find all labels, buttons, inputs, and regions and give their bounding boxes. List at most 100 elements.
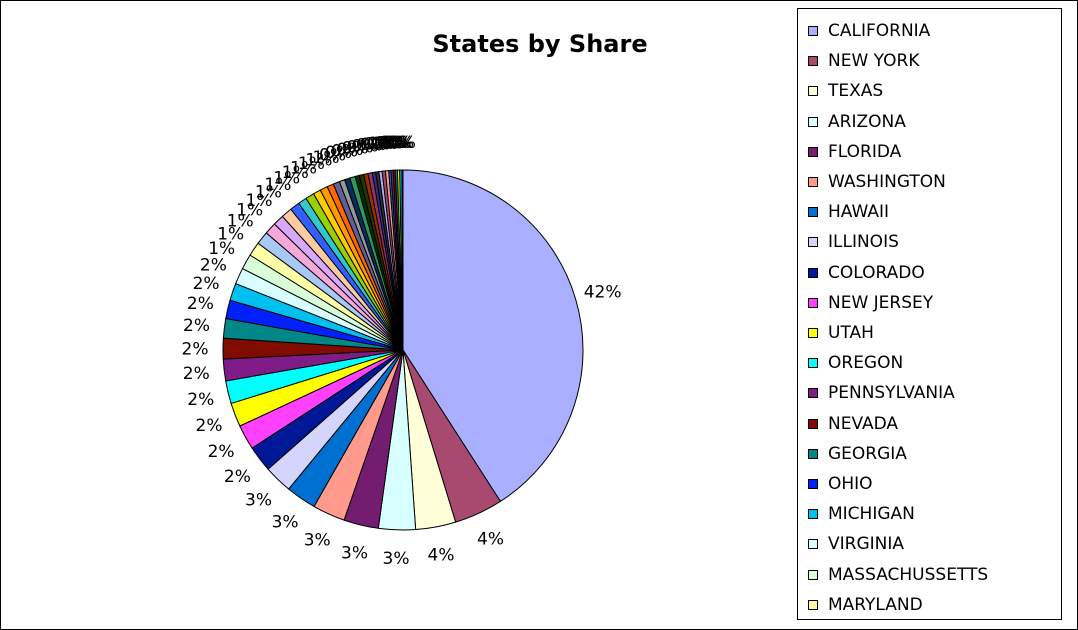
data-label: 0% <box>331 141 358 161</box>
data-label: 0% <box>387 133 414 153</box>
data-label: 2% <box>183 316 210 336</box>
legend-swatch <box>808 116 818 127</box>
legend-swatch <box>808 358 818 369</box>
data-label: 1% <box>255 182 282 202</box>
legend-swatch <box>808 569 818 580</box>
data-label: 1% <box>246 191 273 211</box>
data-label: 0% <box>337 140 364 160</box>
data-label: 1% <box>273 169 300 189</box>
legend-label: NEVADA <box>828 413 899 434</box>
data-label: 0% <box>325 143 352 163</box>
legend-swatch <box>808 237 818 248</box>
legend-label: COLORADO <box>828 262 925 283</box>
legend-item: ILLINOIS <box>808 230 899 254</box>
data-label: 0% <box>374 134 401 154</box>
legend-swatch <box>808 509 818 520</box>
legend-label: NEW YORK <box>828 51 920 72</box>
legend-swatch <box>808 388 818 399</box>
data-label: 4% <box>477 530 504 550</box>
data-label: 3% <box>272 512 299 532</box>
data-label: 42% <box>584 282 622 302</box>
legend-label: FLORIDA <box>828 141 902 162</box>
legend-item: MARYLAND <box>808 593 923 617</box>
legend-swatch <box>808 177 818 187</box>
data-label: 3% <box>383 549 410 569</box>
data-label: 0% <box>371 134 398 154</box>
legend-label: NEW JERSEY <box>828 292 934 313</box>
legend-label: MARYLAND <box>828 594 923 615</box>
legend-label: PENNSYLVANIA <box>828 383 955 404</box>
data-label: 4% <box>428 546 455 566</box>
legend-item: FLORIDA <box>808 140 901 164</box>
data-label: 0% <box>319 145 346 165</box>
legend-swatch <box>808 599 818 610</box>
data-label: 0% <box>384 133 411 153</box>
data-label: 1% <box>236 201 263 221</box>
legend-label: GEORGIA <box>828 443 907 464</box>
legend-swatch <box>808 418 818 429</box>
data-label: 2% <box>187 294 214 314</box>
legend-label: ARIZONA <box>828 111 906 132</box>
data-label: 3% <box>245 491 272 511</box>
chart-title: States by Share <box>432 30 648 58</box>
legend-item: COLORADO <box>808 261 925 285</box>
pie-slice <box>401 169 404 351</box>
data-label: 3% <box>341 543 368 563</box>
data-label: 0% <box>360 135 387 155</box>
legend-swatch <box>808 86 818 97</box>
data-label: 3% <box>304 531 331 551</box>
legend-label: ILLINOIS <box>828 232 899 253</box>
legend-swatch <box>808 207 818 218</box>
data-label: 0% <box>367 134 394 154</box>
legend-label: MASSACHUSSETTS <box>828 564 989 585</box>
legend-swatch <box>808 146 818 157</box>
data-label: 1% <box>227 212 254 232</box>
legend-label: OREGON <box>828 353 904 374</box>
data-label: 1% <box>298 154 325 174</box>
legend-item: UTAH <box>808 321 874 345</box>
data-label: 0% <box>382 133 409 153</box>
legend-label: VIRGINIA <box>828 534 905 555</box>
legend-item: OREGON <box>808 351 903 375</box>
legend-swatch <box>808 328 818 338</box>
legend-item: MICHIGAN <box>808 502 915 526</box>
data-label: 1% <box>282 163 309 183</box>
data-label: 2% <box>182 339 209 359</box>
legend-item: WASHINGTON <box>808 170 946 194</box>
legend-swatch <box>808 479 818 489</box>
data-label: 1% <box>264 175 291 195</box>
legend-item: CALIFORNIA <box>808 19 930 43</box>
legend-item: MASSACHUSSETTS <box>808 563 988 587</box>
data-label: 2% <box>224 467 251 487</box>
data-label: 0% <box>389 133 416 153</box>
data-label: 0% <box>379 133 406 153</box>
legend-label: UTAH <box>828 323 874 343</box>
legend-label: HAWAII <box>828 202 890 223</box>
data-label: 1% <box>290 158 317 178</box>
legend-label: TEXAS <box>828 81 884 102</box>
legend-item: OHIO <box>808 472 873 496</box>
data-label: 1% <box>208 239 235 259</box>
legend-label: OHIO <box>828 474 873 494</box>
legend: CALIFORNIA NEW YORK TEXAS ARIZONA FLORIDA WAS… <box>797 8 1062 620</box>
legend-item: TEXAS <box>808 79 883 103</box>
legend-swatch <box>808 539 818 550</box>
legend-item: NEW YORK <box>808 49 919 73</box>
data-label: 2% <box>183 364 210 384</box>
pie-slice <box>402 169 584 503</box>
legend-swatch <box>808 26 818 36</box>
data-label: 1% <box>313 148 340 168</box>
data-label: 2% <box>193 274 220 294</box>
data-label: 2% <box>187 390 214 410</box>
legend-label: WASHINGTON <box>828 172 946 192</box>
data-label: 0% <box>364 135 391 155</box>
legend-swatch <box>808 267 818 278</box>
data-label: 0% <box>352 137 379 157</box>
data-label: 2% <box>196 416 223 436</box>
data-label: 1% <box>217 224 244 244</box>
legend-label: MICHIGAN <box>828 504 915 525</box>
legend-item: PENNSYLVANIA <box>808 381 955 405</box>
legend-swatch <box>808 56 818 67</box>
legend-label: CALIFORNIA <box>828 21 931 41</box>
